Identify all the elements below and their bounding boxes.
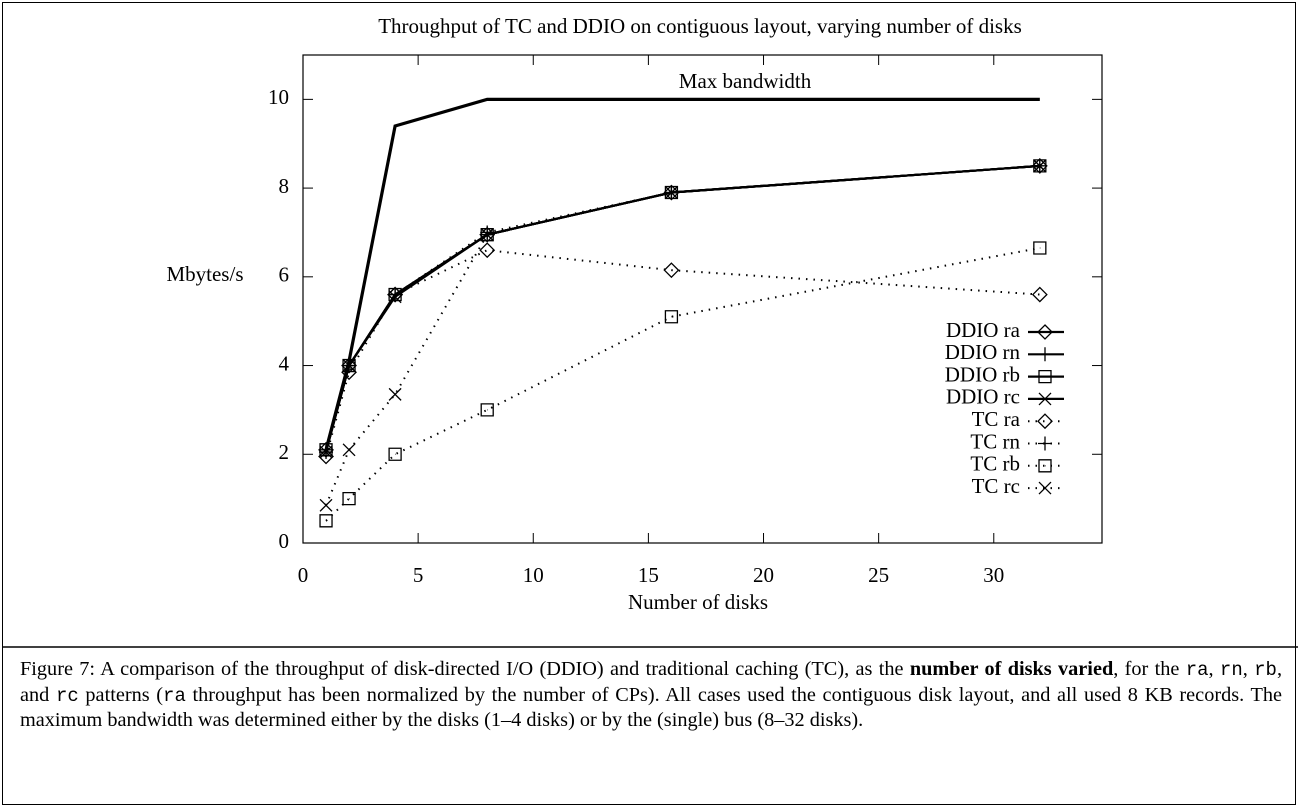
legend-label: TC rn xyxy=(970,429,1020,453)
plot-frame xyxy=(302,54,1103,544)
caption-segment: Figure 7: A comparison of the throughput… xyxy=(20,658,910,680)
legend-marker xyxy=(1038,392,1052,406)
marker xyxy=(663,262,680,279)
caption-segment: , xyxy=(1208,658,1220,680)
legend-marker xyxy=(1038,436,1052,451)
marker xyxy=(479,242,496,259)
legend-label: TC rb xyxy=(970,452,1020,476)
chart-title: Throughput of TC and DDIO on contiguous … xyxy=(378,14,1022,38)
chart: Throughput of TC and DDIO on contiguous … xyxy=(2,14,1298,648)
caption-segment: ra xyxy=(1185,659,1209,681)
legend-label: DDIO rn xyxy=(945,340,1021,364)
series-line xyxy=(324,164,1040,451)
x-tick-label: 5 xyxy=(413,563,424,587)
y-tick-label: 6 xyxy=(279,263,290,287)
x-tick-label: 25 xyxy=(868,563,889,587)
caption-segment: throughput has been normalized by the nu… xyxy=(20,683,1283,732)
caption-segment: rc xyxy=(55,684,79,707)
marker xyxy=(319,445,334,460)
legend-marker xyxy=(1038,481,1052,495)
marker xyxy=(664,186,678,199)
caption-segment: patterns ( xyxy=(78,683,164,706)
y-tick-label: 4 xyxy=(279,351,290,375)
legend-label: TC rc xyxy=(972,474,1020,498)
legend-marker xyxy=(1038,369,1052,384)
marker xyxy=(1033,241,1047,255)
marker xyxy=(1033,159,1047,173)
legend-label: DDIO rb xyxy=(945,362,1020,386)
marker xyxy=(388,387,402,401)
marker xyxy=(318,448,334,465)
marker xyxy=(664,310,679,324)
x-tick-label: 15 xyxy=(638,563,659,587)
caption-segment: ra xyxy=(163,684,186,707)
x-tick-label: 20 xyxy=(753,563,774,587)
max-bandwidth-line xyxy=(324,97,1040,451)
marker xyxy=(342,443,356,457)
legend-marker xyxy=(1037,413,1053,430)
legend-label: TC ra xyxy=(972,407,1021,431)
series-line xyxy=(324,164,1040,453)
caption-segment: number of disks varied xyxy=(909,658,1114,680)
marker xyxy=(480,228,494,242)
marker xyxy=(480,403,494,417)
series-line xyxy=(325,246,1041,522)
marker xyxy=(480,225,495,240)
series-line xyxy=(324,164,1040,451)
marker xyxy=(387,286,404,303)
marker xyxy=(1031,286,1048,303)
marker xyxy=(319,498,333,512)
marker xyxy=(342,358,357,373)
legend-marker xyxy=(1037,324,1053,340)
x-tick-label: 10 xyxy=(523,563,544,587)
marker xyxy=(388,287,403,302)
legend-marker xyxy=(1038,347,1052,362)
series-line xyxy=(325,249,1040,457)
max-bandwidth-label: Max bandwidth xyxy=(679,69,812,93)
y-tick-label: 10 xyxy=(268,85,289,109)
marker xyxy=(341,364,357,381)
x-tick-label: 30 xyxy=(983,563,1004,587)
caption-segment: , and xyxy=(20,658,1283,706)
y-axis-label: Mbytes/s xyxy=(166,262,243,286)
marker xyxy=(388,447,402,461)
series-line xyxy=(325,164,1040,506)
caption-segment: rb xyxy=(1254,659,1277,681)
y-tick-label: 2 xyxy=(279,440,290,464)
y-tick-label: 0 xyxy=(279,529,290,553)
legend-label: DDIO ra xyxy=(946,318,1021,342)
series-line xyxy=(325,164,1040,453)
y-tick-label: 8 xyxy=(279,174,290,198)
series-line xyxy=(324,164,1040,451)
legend-marker xyxy=(1038,459,1052,473)
caption-segment: , for the xyxy=(1113,658,1186,680)
x-axis-label: Number of disks xyxy=(628,590,768,614)
legend-label: DDIO rc xyxy=(946,385,1020,409)
x-tick-label: 0 xyxy=(298,563,309,587)
marker xyxy=(342,491,356,506)
caption: Figure 7: A comparison of the throughput… xyxy=(20,657,1282,733)
caption-segment: rn xyxy=(1219,659,1243,681)
marker xyxy=(319,514,333,528)
caption-segment: , xyxy=(1242,658,1255,680)
